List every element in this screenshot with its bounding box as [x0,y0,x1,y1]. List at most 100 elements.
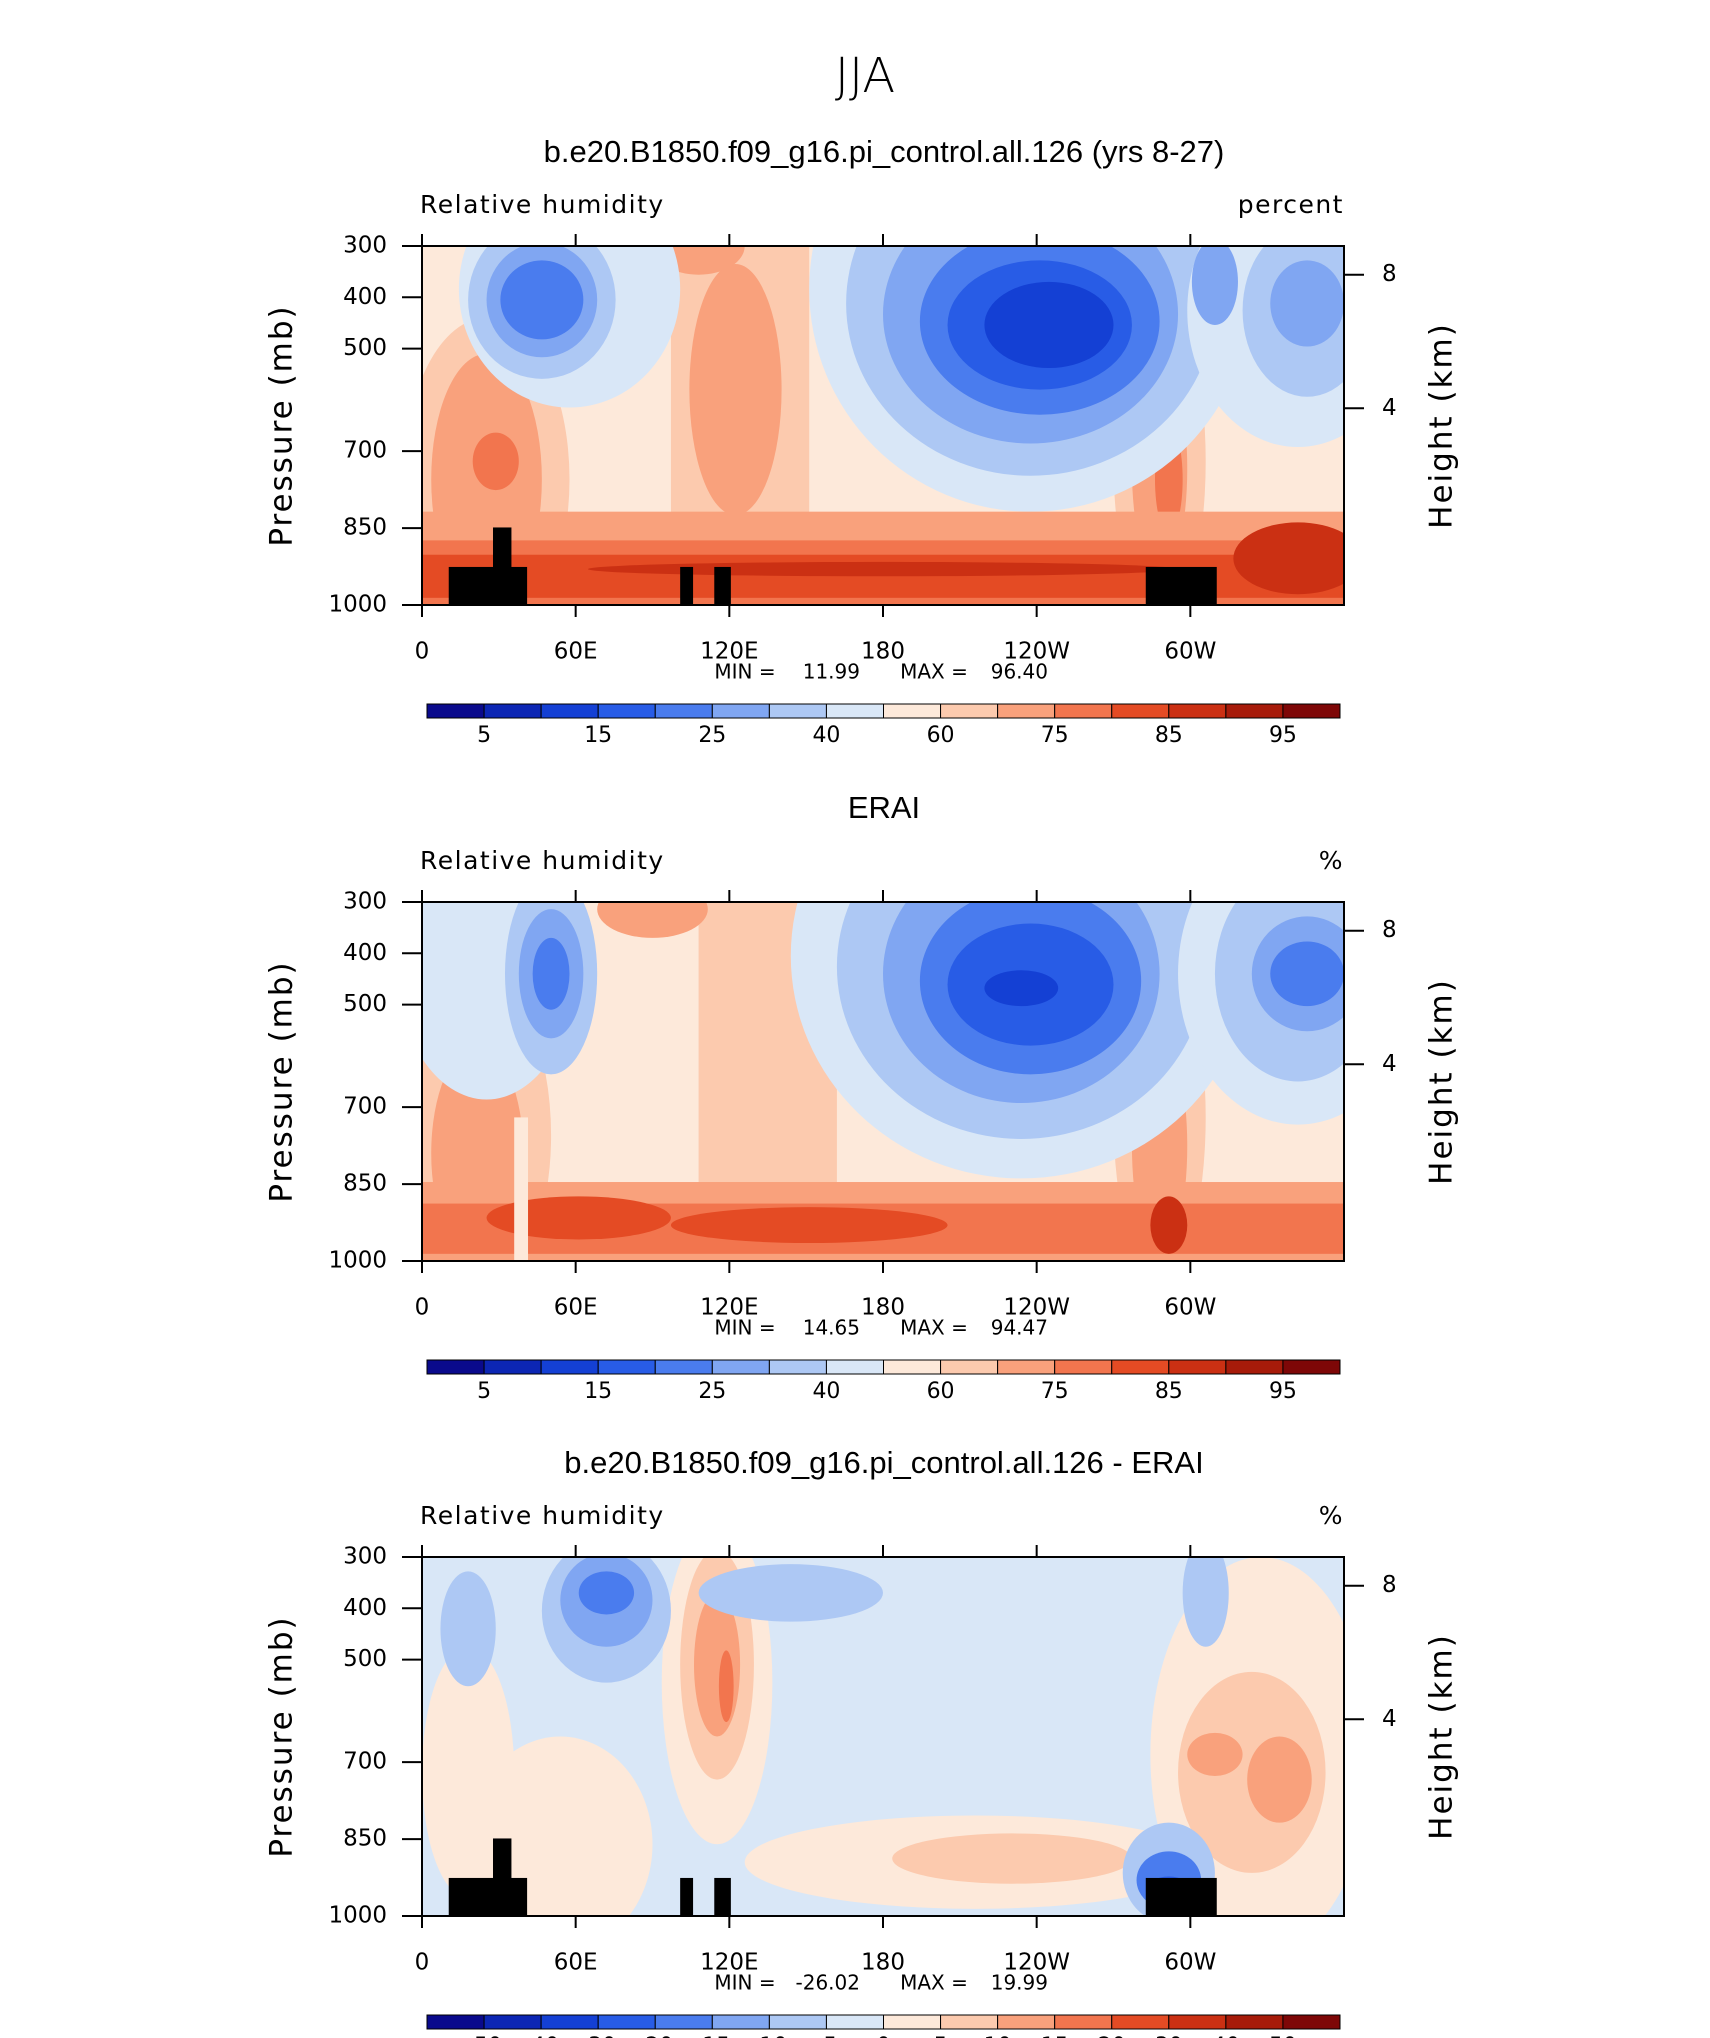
y-tick-label: 300 [343,889,387,915]
colorbar-label: 60 [927,723,955,748]
colorbar-box [711,703,770,719]
colorbar-box [540,2014,599,2030]
colorbar-label: -10 [751,2034,787,2038]
y-tick-label: 300 [343,233,387,259]
x-tick-label: 120W [1003,1295,1070,1321]
colorbar-label: 5 [477,723,491,748]
colorbar-box [883,2014,942,2030]
colorbar-box [426,703,485,719]
y-tick-label: 400 [343,1595,387,1621]
units-label: % [1319,1501,1344,1530]
colorbar-box [597,703,656,719]
colorbar-label: 15 [1041,2034,1069,2038]
topography [1145,1877,1217,1916]
colorbar-box [1225,703,1284,719]
contour-fill [718,1650,734,1723]
colorbar-box [426,1359,485,1375]
y-tick-label: 1000 [328,1903,387,1929]
colorbar-label: -15 [694,2034,730,2038]
contour-fill [1150,1196,1188,1254]
max-value: 96.40 [991,660,1048,684]
colorbar-label: 40 [812,723,840,748]
colorbar-box [1168,1359,1227,1375]
x-tick-label: 60W [1164,639,1216,665]
contour-field [422,246,1344,605]
x-tick-label: 180 [861,1295,905,1321]
max-label: MAX = [900,1316,968,1340]
y2-tick-label: 4 [1382,1051,1397,1077]
colorbar-box [997,1359,1056,1375]
colorbar-box [1111,703,1170,719]
colorbar-label: 20 [1098,2034,1126,2038]
panel-subtitle: Relative humidity [420,1501,665,1530]
min-label: MIN = [714,1971,775,1995]
topography [492,527,512,605]
max-label: MAX = [900,1971,968,1995]
x-tick-label: 0 [415,639,430,665]
colorbar-box [1168,703,1227,719]
colorbar-label: 60 [927,1379,955,1404]
topography [680,1877,694,1916]
x-tick-label: 120E [700,1950,758,1976]
colorbar-label: -50 [466,2034,502,2038]
y-tick-label: 500 [343,991,387,1017]
y-axis-label: Pressure (mb) [264,960,300,1202]
y-axis-label: Pressure (mb) [264,1615,300,1857]
y2-axis-label: Height (km) [1424,322,1460,529]
panel-title: b.e20.B1850.f09_g16.pi_control.all.126 -… [564,1445,1203,1480]
colorbar-label: 95 [1269,1379,1297,1404]
y-tick-label: 700 [343,1749,387,1775]
topography [448,1877,528,1916]
colorbar-box [597,2014,656,2030]
panel-title: b.e20.B1850.f09_g16.pi_control.all.126 (… [544,134,1225,169]
contour-fill [670,1207,948,1244]
topography [680,566,694,605]
contour-fill [689,263,782,516]
y2-tick-label: 4 [1382,395,1397,421]
panel-subtitle: Relative humidity [420,190,665,219]
x-tick-label: 120E [700,1295,758,1321]
x-tick-label: 120E [700,639,758,665]
y-tick-label: 850 [343,1171,387,1197]
x-tick-label: 120W [1003,639,1070,665]
colorbar-box [1054,2014,1113,2030]
colorbar-box [654,2014,713,2030]
contour-fill [698,1564,883,1622]
y-tick-label: 700 [343,1094,387,1120]
colorbar-box [883,703,942,719]
contour-fill [984,281,1114,369]
y2-tick-label: 8 [1382,917,1397,943]
colorbar-label: -20 [637,2034,673,2038]
panel-title: ERAI [848,790,920,825]
colorbar-box [825,703,884,719]
colorbar-label: 5 [477,1379,491,1404]
x-tick-label: 60W [1164,1295,1216,1321]
contour-fill [984,970,1059,1007]
panel-subtitle: Relative humidity [420,846,665,875]
topography [1145,566,1217,605]
y-tick-label: 1000 [328,1248,387,1274]
colorbar-label: 40 [1212,2034,1240,2038]
colorbar-box [1282,2014,1341,2030]
colorbar-label: 95 [1269,723,1297,748]
colorbar-label: 25 [698,723,726,748]
y-tick-label: 700 [343,438,387,464]
y-tick-label: 500 [343,1646,387,1672]
x-tick-label: 0 [415,1950,430,1976]
colorbar-box [1168,2014,1227,2030]
figure-title: JJA [835,48,895,104]
y-tick-label: 850 [343,515,387,541]
colorbar-box [597,1359,656,1375]
min-value: -26.02 [796,1971,860,1995]
colorbar-box [1054,703,1113,719]
colorbar-box [883,1359,942,1375]
contour-fill [892,1833,1132,1884]
colorbar-box [768,703,827,719]
colorbar-box [1225,2014,1284,2030]
min-label: MIN = [714,660,775,684]
colorbar-box [483,1359,542,1375]
contour-fill [1270,941,1344,1007]
x-tick-label: 180 [861,1950,905,1976]
